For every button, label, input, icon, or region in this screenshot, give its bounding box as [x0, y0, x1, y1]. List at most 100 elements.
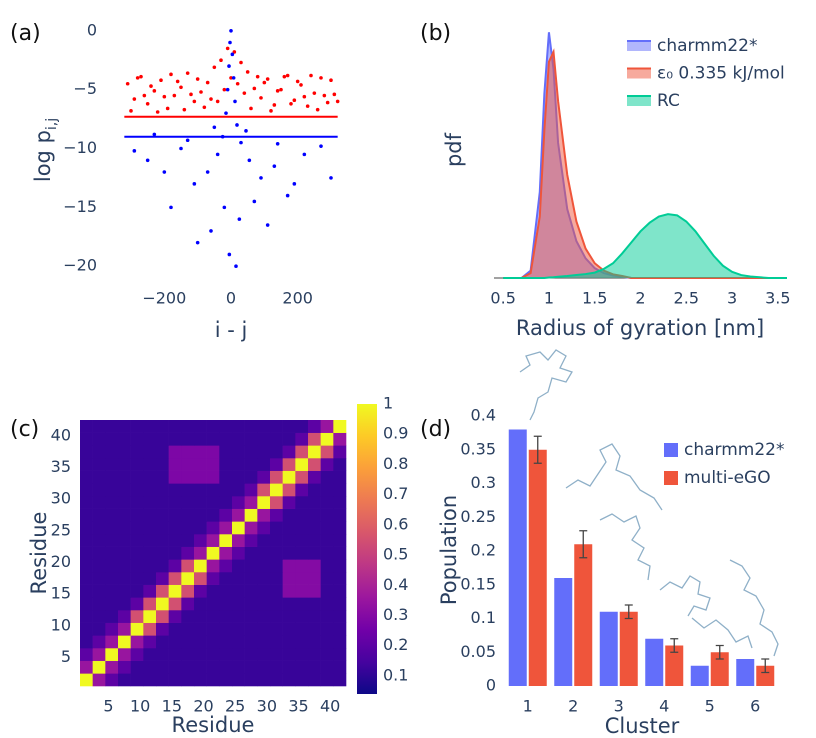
- heatmap-cell: [168, 559, 182, 573]
- y-tick-label: 0.4: [471, 406, 496, 425]
- heatmap-cell: [168, 483, 182, 497]
- heatmap-cell: [194, 673, 207, 687]
- heatmap-cell: [219, 458, 233, 471]
- heatmap-cell: [118, 496, 131, 509]
- heatmap-cell: [92, 508, 106, 522]
- heatmap-cell: [308, 521, 321, 535]
- heatmap-cell: [244, 673, 258, 687]
- heatmap-cell: [308, 508, 321, 522]
- heatmap-cell: [92, 660, 106, 674]
- heatmap-cell: [143, 508, 157, 522]
- y-axis-title: log pi,j: [31, 118, 60, 182]
- point: [262, 80, 267, 85]
- area: [503, 214, 787, 278]
- point: [192, 182, 197, 186]
- point: [169, 72, 173, 77]
- heatmap-cell: [219, 445, 233, 459]
- heatmap-cell: [244, 483, 258, 497]
- heatmap-cell: [282, 432, 296, 446]
- y-tick-label: 0.25: [460, 507, 496, 526]
- heatmap-cell: [156, 458, 169, 471]
- heatmap-cell: [244, 521, 258, 535]
- heatmap-cell: [219, 496, 233, 509]
- heatmap-cell: [270, 546, 283, 560]
- point: [152, 132, 157, 137]
- heatmap-cell: [320, 572, 334, 585]
- heatmap-cell: [92, 584, 106, 598]
- heatmap-cell: [282, 420, 296, 433]
- point: [332, 92, 337, 97]
- heatmap-cell: [168, 610, 182, 623]
- heatmap-cell: [206, 673, 220, 687]
- heatmap-cell: [206, 610, 220, 623]
- heatmap-cell: [156, 534, 169, 547]
- y-tick-label: 5: [61, 647, 71, 666]
- heatmap-cell: [219, 559, 233, 573]
- point: [282, 74, 287, 79]
- heatmap-cell: [92, 420, 106, 433]
- point: [149, 84, 153, 88]
- heatmap-cell: [156, 597, 169, 611]
- heatmap-cell: [333, 559, 347, 573]
- heatmap-cell: [80, 622, 93, 636]
- legend-swatch: [627, 41, 651, 51]
- heatmap-cell: [320, 521, 334, 535]
- heatmap-cell: [143, 648, 157, 661]
- heatmap-cell: [333, 496, 347, 509]
- heatmap-cell: [295, 610, 309, 623]
- heatmap-cell: [270, 635, 283, 649]
- colorbar-tick-label: 0.2: [383, 635, 408, 654]
- point: [182, 107, 187, 112]
- y-axis-title-sub: i,j: [44, 118, 60, 130]
- heatmap-cell: [219, 660, 233, 674]
- y-tick-label: −20: [63, 256, 97, 275]
- heatmap-cell: [194, 610, 207, 623]
- heatmap-cell: [270, 584, 283, 598]
- heatmap-cell: [295, 445, 309, 459]
- x-tick-label: 6: [750, 697, 760, 716]
- y-axis-title: pdf: [442, 132, 466, 167]
- heatmap-cell: [92, 521, 106, 535]
- point: [292, 182, 297, 186]
- heatmap-cell: [320, 610, 334, 623]
- heatmap-cell: [194, 508, 207, 522]
- heatmap-cell: [270, 508, 283, 522]
- point: [179, 146, 183, 151]
- heatmap-cell: [181, 648, 195, 661]
- heatmap-cell: [333, 597, 347, 611]
- heatmap-cell: [320, 559, 334, 573]
- heatmap-cell: [80, 470, 93, 484]
- colorbar-tick-label: 1: [383, 394, 393, 413]
- bar: [508, 429, 527, 686]
- heatmap-cell: [295, 648, 309, 661]
- heatmap-cell: [181, 496, 195, 509]
- heatmap-cell: [92, 496, 106, 509]
- point: [335, 99, 340, 104]
- heatmap-cell: [244, 420, 258, 433]
- heatmap-cell: [320, 470, 334, 484]
- heatmap-cell: [143, 673, 157, 687]
- point: [205, 170, 210, 174]
- heatmap-cell: [206, 420, 220, 433]
- heatmap-cell: [130, 458, 144, 471]
- heatmap-cell: [118, 508, 131, 522]
- structure: [565, 443, 663, 511]
- heatmap-cell: [282, 559, 296, 573]
- heatmap-cell: [156, 470, 169, 484]
- heatmap-cell: [270, 572, 283, 585]
- heatmap-cell: [168, 546, 182, 560]
- heatmap-cell: [206, 432, 220, 446]
- heatmap-cell: [282, 584, 296, 598]
- heatmap-cell: [143, 521, 157, 535]
- heatmap-cell: [219, 572, 233, 585]
- x-tick-label: 2: [635, 289, 645, 308]
- heatmap-cell: [143, 432, 157, 446]
- heatmap-cell: [282, 458, 296, 471]
- heatmap-cell: [282, 635, 296, 649]
- heatmap-cell: [118, 483, 131, 497]
- heatmap-cell: [80, 521, 93, 535]
- heatmap-cell: [143, 622, 157, 636]
- heatmap-cell: [270, 559, 283, 573]
- x-tick-label: 0: [226, 289, 236, 308]
- heatmap-cell: [320, 660, 334, 674]
